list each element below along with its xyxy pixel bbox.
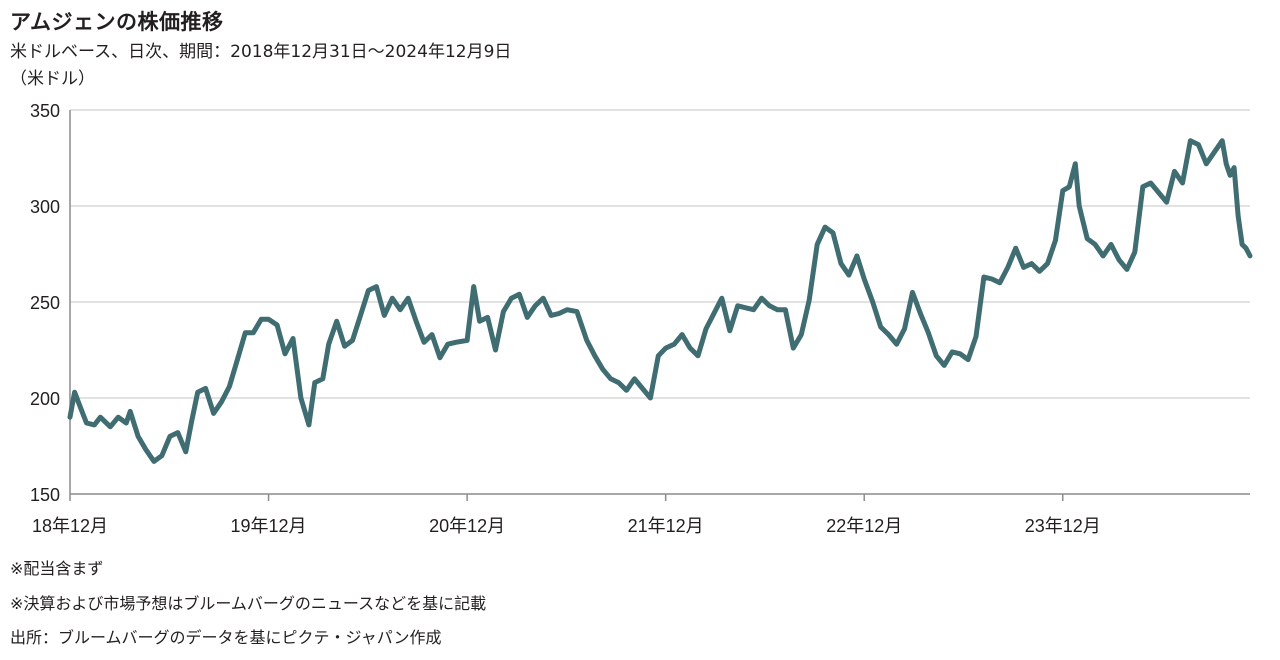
line-chart: 150 200 250 300 350 18年12月 19年12月 20年12月 21年12月 2… xyxy=(30,101,1253,536)
source-credit: 出所：ブルームバーグのデータを基にピクテ・ジャパン作成 xyxy=(10,628,442,647)
x-tick-label: 19年12月 xyxy=(231,516,307,536)
x-tick-label: 21年12月 xyxy=(628,516,704,536)
y-tick-label: 300 xyxy=(30,197,60,217)
chart-title: アムジェンの株価推移 xyxy=(10,10,224,34)
price-series-line xyxy=(67,138,1253,464)
y-axis-unit-label: （米ドル） xyxy=(10,69,95,89)
note-earnings-source: ※決算および市場予想はブルームバーグのニュースなどを基に記載 xyxy=(10,594,487,613)
tick-labels: 150 200 250 300 350 18年12月 19年12月 20年12月 21年12月 2… xyxy=(30,101,1101,536)
axes xyxy=(69,110,1250,501)
note-dividends: ※配当含まず xyxy=(10,559,104,578)
y-tick-label: 250 xyxy=(30,293,60,313)
series-layer xyxy=(67,138,1253,464)
grid-lines xyxy=(70,109,1250,399)
x-tick-label: 23年12月 xyxy=(1025,516,1101,536)
x-tick-label: 22年12月 xyxy=(826,516,902,536)
y-tick-label: 200 xyxy=(30,389,60,409)
chart-subtitle: 米ドルベース、日次、期間：2018年12月31日〜2024年12月9日 xyxy=(10,42,512,62)
y-tick-label: 350 xyxy=(30,101,60,121)
x-tick-label: 18年12月 xyxy=(32,516,108,536)
x-tick-label: 20年12月 xyxy=(429,516,505,536)
y-tick-label: 150 xyxy=(30,485,60,505)
